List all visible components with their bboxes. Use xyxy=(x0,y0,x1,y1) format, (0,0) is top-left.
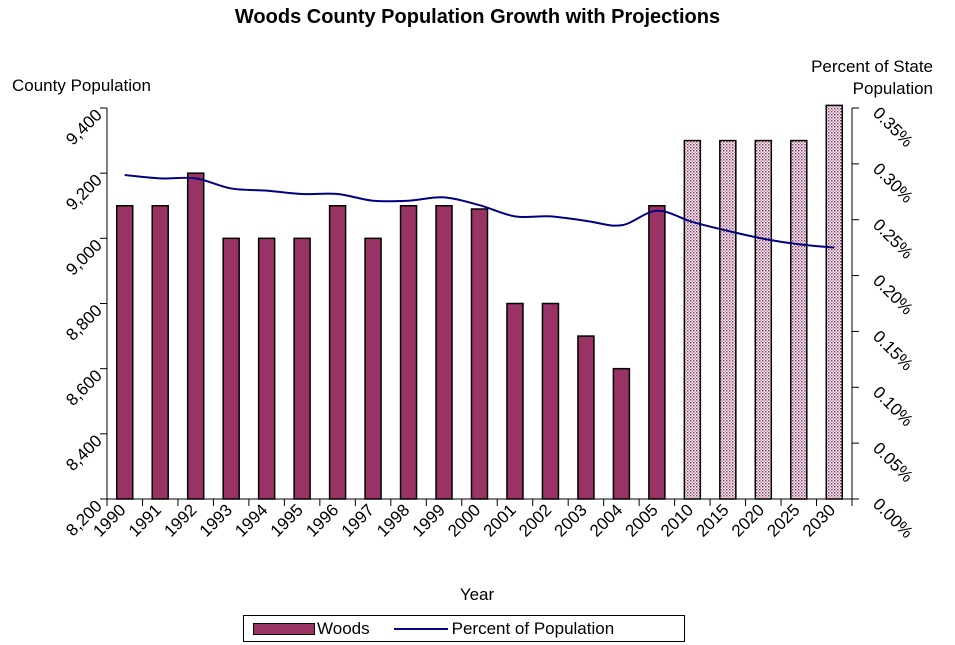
x-tick-label: 2005 xyxy=(622,500,662,540)
y-axis-label-right-line2: Population xyxy=(852,79,933,98)
legend-woods-swatch xyxy=(253,622,315,635)
x-tick-label: 1992 xyxy=(160,500,200,540)
bar-2002 xyxy=(541,302,560,500)
axes-layer xyxy=(100,107,859,506)
chart-title: Woods County Population Growth with Proj… xyxy=(234,6,721,28)
y-tick-label-right: 0.00% xyxy=(869,494,917,542)
y-tick-label-left: 8,400 xyxy=(62,431,106,475)
y-tick-label-left: 9,200 xyxy=(62,171,106,215)
x-tick-label: 2015 xyxy=(692,500,732,540)
y-tick-label-left: 9,000 xyxy=(62,236,106,280)
x-tick-label: 2030 xyxy=(799,500,839,540)
x-tick-label: 2004 xyxy=(586,500,626,540)
legend-percent-label: Percent of Population xyxy=(451,618,615,638)
y-axis-label-right: Percent of State Population xyxy=(773,56,933,100)
bar-2030 xyxy=(825,104,844,500)
bar-2005 xyxy=(648,205,666,500)
x-tick-label: 1997 xyxy=(338,500,378,540)
percent-of-population-line xyxy=(124,174,835,249)
y-axis-label-right-line1: Percent of State xyxy=(811,57,933,76)
bar-1994 xyxy=(257,237,276,500)
y-tick-label-right: 0.10% xyxy=(869,383,917,431)
x-tick-label: 2002 xyxy=(515,500,555,540)
bar-1990 xyxy=(115,205,134,500)
y-tick-label-right: 0.30% xyxy=(869,159,917,207)
y-tick-label-right: 0.25% xyxy=(869,215,917,263)
y-tick-label-left: 8,600 xyxy=(62,366,106,410)
y-axis-label-left: County Population xyxy=(12,76,151,95)
bar-2020 xyxy=(754,139,773,500)
x-tick-label: 1993 xyxy=(196,500,236,540)
y-tick-label-left: 9,400 xyxy=(62,105,106,149)
x-tick-label: 1998 xyxy=(373,500,413,540)
x-tick-label: 2001 xyxy=(480,500,520,540)
bar-2000 xyxy=(470,208,489,500)
x-tick-label: 1999 xyxy=(409,500,449,540)
bar-2001 xyxy=(506,302,524,500)
bar-1991 xyxy=(151,205,169,500)
bar-2004 xyxy=(612,367,631,500)
bar-1997 xyxy=(364,237,382,500)
legend-woods-label: Woods xyxy=(317,618,370,638)
bar-1992 xyxy=(186,172,205,500)
y-tick-label-right: 0.05% xyxy=(869,439,917,487)
y-tick-label-left: 8,800 xyxy=(62,301,106,345)
x-tick-label: 2010 xyxy=(657,500,697,540)
x-tick-label: 1991 xyxy=(125,500,165,540)
x-tick-label: 2025 xyxy=(763,500,803,540)
bar-2010 xyxy=(683,139,702,500)
bars-layer xyxy=(115,104,844,500)
y-tick-label-right: 0.35% xyxy=(869,103,917,151)
legend: Woods Percent of Population xyxy=(243,615,685,642)
y-tick-label-right: 0.15% xyxy=(869,327,917,375)
x-tick-label: 2003 xyxy=(551,500,591,540)
x-tick-label: 1996 xyxy=(302,500,342,540)
x-tick-label: 2020 xyxy=(728,500,768,540)
bar-1995 xyxy=(293,237,311,500)
bar-1998 xyxy=(399,205,418,500)
bar-2015 xyxy=(719,139,737,500)
x-tick-label: 1994 xyxy=(231,500,271,540)
legend-percent-swatch xyxy=(393,627,448,630)
bar-1993 xyxy=(222,237,240,500)
bar-1996 xyxy=(328,205,347,500)
chart-canvas: 8,2008,4008,6008,8009,0009,2009,4000.00%… xyxy=(62,103,917,604)
bar-2003 xyxy=(577,335,595,500)
x-tick-label: 1995 xyxy=(267,500,307,540)
bar-2025 xyxy=(790,139,808,500)
x-axis-label: Year xyxy=(460,585,495,604)
x-tick-label: 2000 xyxy=(444,500,484,540)
y-tick-label-right: 0.20% xyxy=(869,271,917,319)
bar-1999 xyxy=(435,205,453,500)
